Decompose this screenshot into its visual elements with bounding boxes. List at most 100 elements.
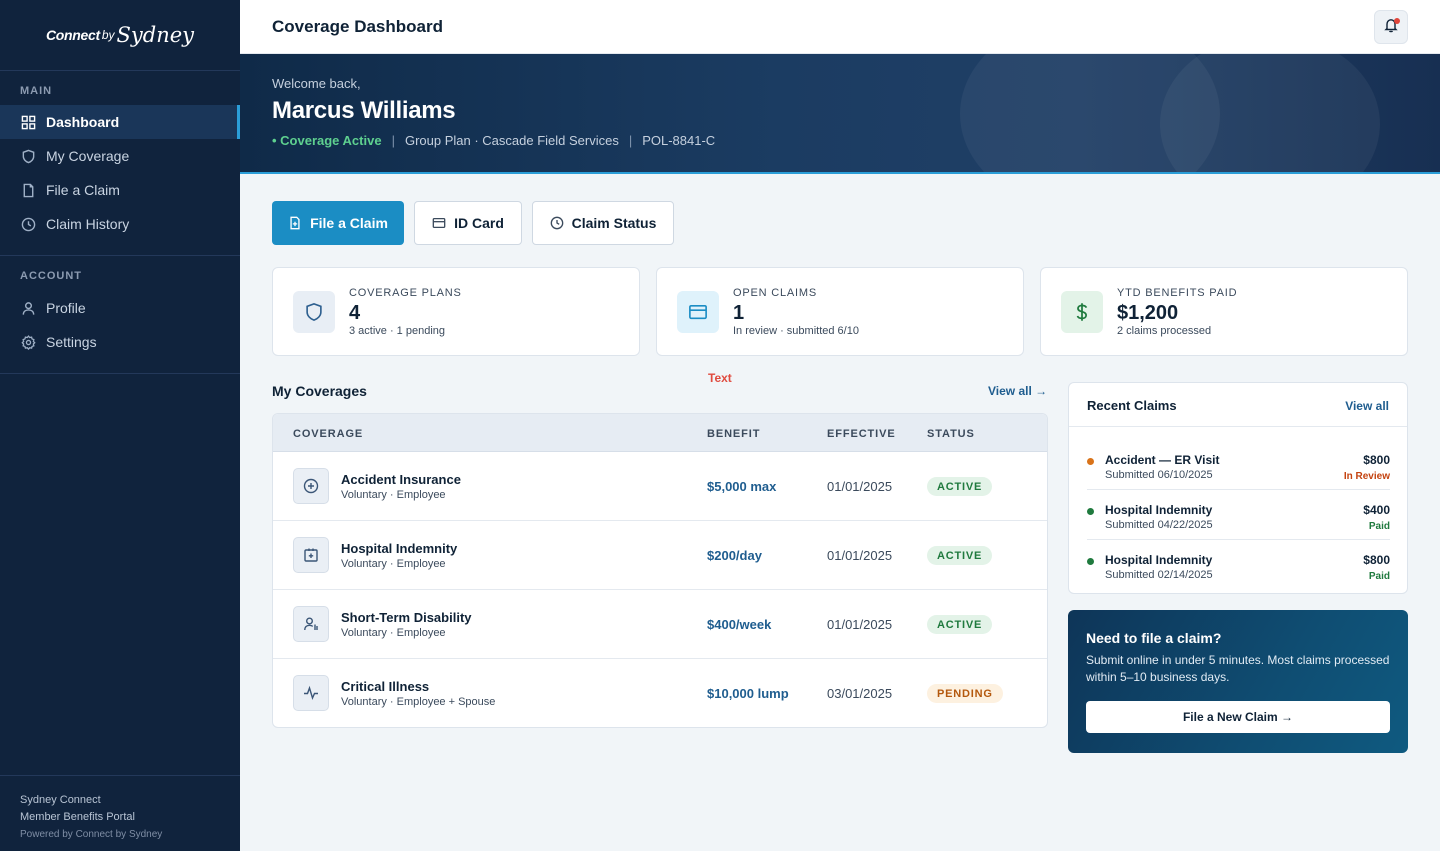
sidebar: Connect by Sydney MAIN Dashboard My Cove…: [0, 0, 240, 851]
shield-icon: [20, 148, 36, 164]
coverages-title: My Coverages: [272, 383, 367, 399]
hospital-icon: [293, 537, 329, 573]
stray-text-label: Text: [708, 371, 732, 385]
stat-value: 1: [733, 302, 745, 324]
claim-date: Submitted 02/14/2025: [1105, 569, 1213, 581]
person-icon: [293, 606, 329, 642]
grid-icon: [20, 114, 36, 130]
claim-status-button[interactable]: Claim Status: [532, 201, 674, 245]
coverage-type: Voluntary · Employee + Spouse: [341, 696, 496, 708]
brand-logo[interactable]: Connect by Sydney: [0, 0, 240, 71]
divider: [1087, 489, 1390, 490]
coverage-benefit: $5,000 max: [707, 479, 777, 494]
coverage-meta: • Coverage Active | Group Plan · Cascade…: [272, 133, 1408, 148]
stat-label: OPEN CLAIMS: [733, 287, 817, 299]
recent-claims-view-all-link[interactable]: View all: [1345, 399, 1389, 413]
coverage-type: Voluntary · Employee: [341, 627, 446, 639]
column-header: BENEFIT: [707, 428, 761, 440]
coverage-benefit: $200/day: [707, 548, 762, 563]
sidebar-item-my-coverage[interactable]: My Coverage: [0, 139, 240, 173]
file-new-claim-button[interactable]: File a New Claim →: [1086, 701, 1390, 733]
stat-label: YTD BENEFITS PAID: [1117, 287, 1238, 299]
coverage-benefit: $400/week: [707, 617, 772, 632]
table-header: COVERAGE BENEFIT EFFECTIVE STATUS: [273, 414, 1047, 452]
coverage-status: • Coverage Active: [272, 133, 382, 148]
promo-heading: Need to file a claim?: [1086, 630, 1222, 646]
coverages-table: COVERAGE BENEFIT EFFECTIVE STATUS Accide…: [272, 413, 1048, 728]
claim-date: Submitted 06/10/2025: [1105, 469, 1213, 481]
recent-claims-panel: Recent Claims View all Accident — ER Vis…: [1068, 382, 1408, 594]
coverage-name: Short-Term Disability: [341, 610, 472, 625]
brand-logo-part: Sydney: [116, 23, 195, 47]
stat-card-ytd-benefits: YTD BENEFITS PAID $1,200 2 claims proces…: [1040, 267, 1408, 356]
file-claim-promo: Need to file a claim? Submit online in u…: [1068, 610, 1408, 753]
shield-icon: [293, 291, 335, 333]
claim-item[interactable]: Hospital Indemnity Submitted 04/22/2025 …: [1087, 499, 1390, 549]
stat-label: COVERAGE PLANS: [349, 287, 462, 299]
pulse-icon: [293, 675, 329, 711]
claim-amount: $400: [1363, 503, 1390, 517]
sidebar-item-label: Profile: [46, 300, 86, 316]
sidebar-item-claim-history[interactable]: Claim History: [0, 207, 240, 241]
sidebar-item-label: Claim History: [46, 216, 130, 232]
sidebar-item-label: Dashboard: [46, 114, 120, 130]
notifications-button[interactable]: [1374, 10, 1408, 44]
stat-subtext: 3 active · 1 pending: [349, 325, 446, 337]
coverages-view-all-link[interactable]: View all →: [988, 384, 1048, 398]
coverage-name: Critical Illness: [341, 679, 430, 694]
stat-subtext: 2 claims processed: [1117, 325, 1212, 337]
coverage-benefit: $10,000 lump: [707, 686, 789, 701]
separator: |: [391, 133, 395, 148]
sidebar-item-label: File a Claim: [46, 182, 120, 198]
user-icon: [20, 300, 36, 316]
id-card-button[interactable]: ID Card: [414, 201, 522, 245]
promo-text: Submit online in under 5 minutes. Most c…: [1086, 653, 1390, 684]
status-dot: [1087, 458, 1094, 465]
table-row[interactable]: Short-Term Disability Voluntary · Employ…: [273, 590, 1047, 659]
status-badge: ACTIVE: [927, 546, 993, 565]
file-claim-button[interactable]: File a Claim: [272, 201, 404, 245]
section-label-main: MAIN: [20, 85, 53, 97]
status-dot: [1087, 558, 1094, 565]
claim-status: In Review: [1343, 471, 1390, 482]
file-claim-label: File a Claim: [310, 215, 388, 231]
sidebar-item-settings[interactable]: Settings: [0, 325, 240, 359]
table-row[interactable]: Critical Illness Voluntary · Employee + …: [273, 659, 1047, 727]
stat-card-open-claims: OPEN CLAIMS 1 In review · submitted 6/10: [656, 267, 1024, 356]
sidebar-item-dashboard[interactable]: Dashboard: [0, 105, 240, 139]
table-row[interactable]: Accident Insurance Voluntary · Employee …: [273, 452, 1047, 521]
claim-date: Submitted 04/22/2025: [1105, 519, 1213, 531]
stat-card-coverage-plans: COVERAGE PLANS 4 3 active · 1 pending: [272, 267, 640, 356]
status-badge: ACTIVE: [927, 615, 993, 634]
column-header: EFFECTIVE: [827, 428, 896, 440]
stat-subtext: In review · submitted 6/10: [733, 325, 859, 337]
footer-powered-by: Powered by Connect by Sydney: [20, 829, 163, 840]
sidebar-footer: Sydney Connect Member Benefits Portal Po…: [0, 775, 240, 851]
brand-logo-part: Connect: [45, 27, 100, 43]
coverage-type: Voluntary · Employee: [341, 489, 446, 501]
claim-item[interactable]: Hospital Indemnity Submitted 02/14/2025 …: [1087, 549, 1390, 599]
table-row[interactable]: Hospital Indemnity Voluntary · Employee …: [273, 521, 1047, 590]
notification-dot: [1394, 18, 1400, 24]
separator: |: [628, 133, 633, 148]
dollar-icon: [1061, 291, 1103, 333]
section-label-account: ACCOUNT: [20, 270, 82, 282]
coverage-effective-date: 01/01/2025: [827, 479, 893, 494]
sidebar-divider: [0, 373, 240, 374]
document-icon: [20, 182, 36, 198]
status-badge: PENDING: [927, 684, 1003, 703]
sidebar-item-file-claim[interactable]: File a Claim: [0, 173, 240, 207]
page-title: Coverage Dashboard: [272, 16, 443, 36]
plan-name: Group Plan · Cascade Field Services: [404, 133, 619, 148]
footer-line: Sydney Connect: [20, 794, 101, 806]
policy-number: POL-8841-C: [642, 133, 716, 148]
id-card-label: ID Card: [454, 215, 504, 231]
claim-amount: $800: [1363, 453, 1390, 467]
sidebar-item-profile[interactable]: Profile: [0, 291, 240, 325]
claim-amount: $800: [1363, 553, 1390, 567]
claim-item[interactable]: Accident — ER Visit Submitted 06/10/2025…: [1087, 449, 1390, 499]
coverage-name: Hospital Indemnity: [341, 541, 458, 556]
coverage-name: Accident Insurance: [341, 472, 461, 487]
clock-icon: [20, 216, 36, 232]
claim-status: Paid: [1368, 571, 1390, 582]
